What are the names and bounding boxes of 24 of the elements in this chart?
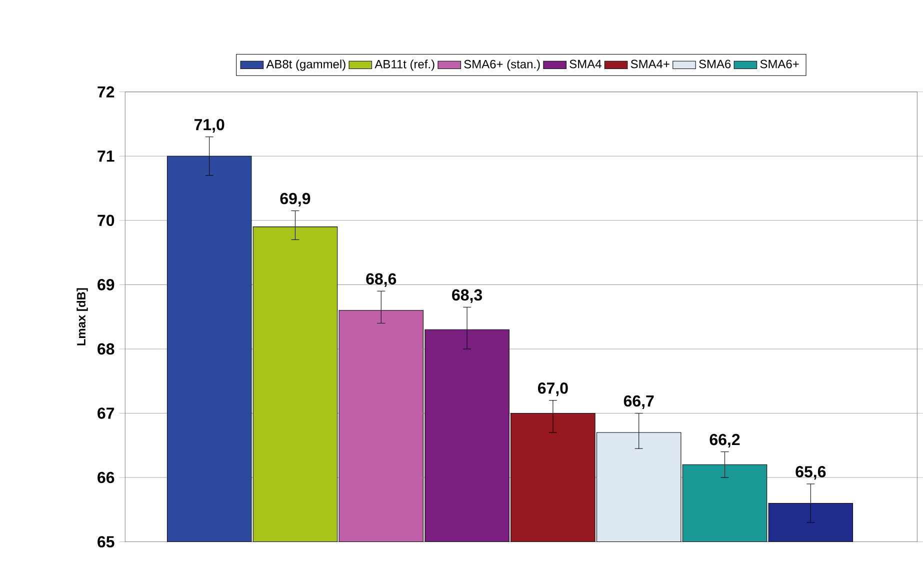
legend-label: SMA6 [699, 60, 731, 68]
legend-label: SMA4 [570, 60, 602, 68]
y-tick-label: 69 [98, 279, 114, 290]
y-axis-title: Lmax [dB] [76, 288, 88, 346]
legend-label: SMA6+ [760, 60, 799, 68]
data-label: 68,3 [452, 289, 482, 304]
y-tick-label: 72 [98, 86, 114, 98]
legend-label: AB8t (gammel) [266, 60, 346, 71]
legend-label: SMA6+ (stan.) [464, 60, 540, 71]
y-tick-label: 68 [98, 343, 114, 355]
data-label: 69,9 [280, 193, 310, 207]
data-label: 65,6 [796, 466, 826, 480]
data-label: 66,2 [710, 434, 740, 448]
legend-label: SMA4+ [630, 60, 670, 68]
y-tick-label: 66 [98, 472, 114, 484]
y-tick-label: 65 [98, 536, 114, 548]
data-label: 66,7 [624, 395, 654, 410]
y-tick-label: 70 [98, 214, 114, 226]
y-tick-label: 67 [98, 408, 114, 419]
y-tick-label: 71 [98, 150, 114, 162]
data-label: 71,0 [194, 119, 224, 133]
data-label: 67,0 [538, 382, 568, 396]
legend-label: AB11t (ref.) [374, 60, 434, 71]
data-label: 68,6 [366, 273, 396, 287]
